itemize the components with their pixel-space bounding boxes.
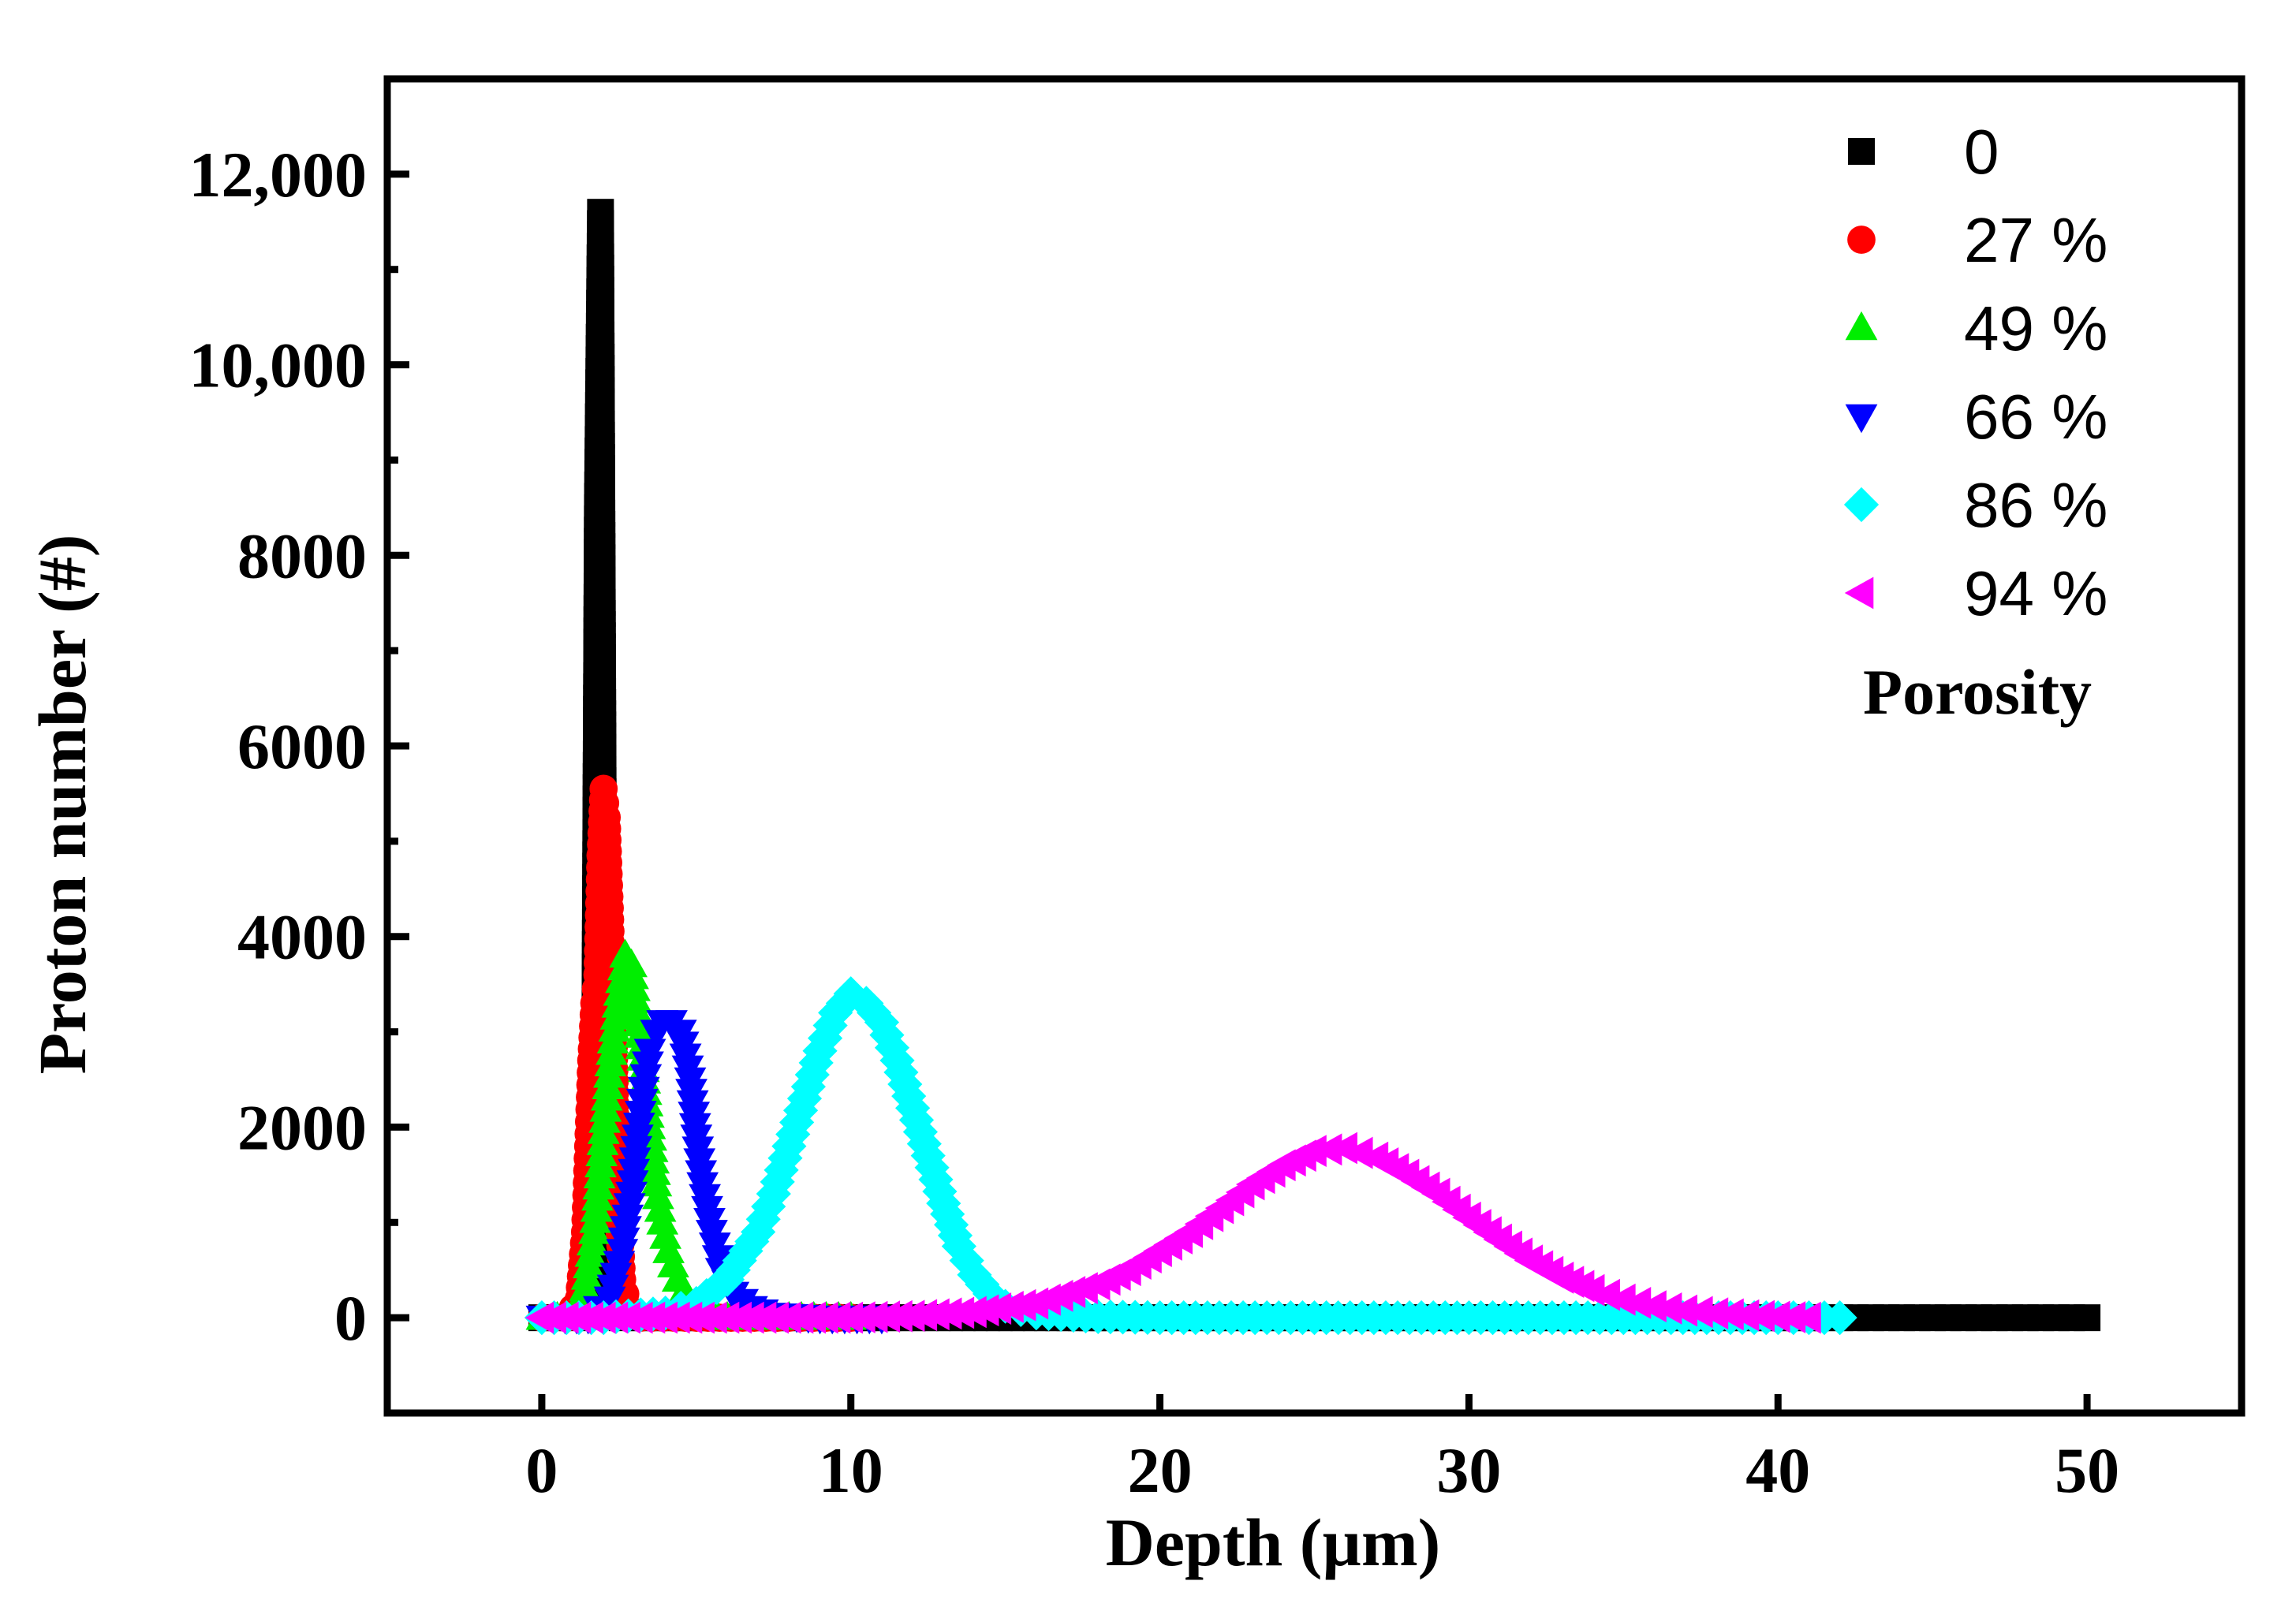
data-point bbox=[617, 960, 649, 990]
data-point bbox=[1684, 1296, 1713, 1329]
data-point bbox=[627, 1076, 660, 1106]
legend-marker bbox=[1845, 404, 1878, 434]
y-tick-label: 6000 bbox=[237, 710, 367, 782]
data-point bbox=[833, 976, 868, 1012]
data-point bbox=[642, 1180, 674, 1210]
y-tick-label: 10,000 bbox=[189, 330, 368, 401]
legend: 0 27 % 49 % 66 % 86 % 94 % Porosity bbox=[1843, 117, 2107, 728]
data-point bbox=[649, 1220, 682, 1249]
x-tick-label: 20 bbox=[1128, 1434, 1193, 1506]
data-point bbox=[607, 1227, 640, 1257]
data-point bbox=[618, 971, 651, 1001]
x-tick-label: 50 bbox=[2055, 1434, 2119, 1506]
data-point bbox=[689, 1277, 724, 1314]
data-point bbox=[611, 1204, 644, 1234]
data-point bbox=[1297, 1135, 1327, 1168]
data-point bbox=[745, 1202, 781, 1237]
data-point bbox=[1652, 1292, 1682, 1325]
data-point bbox=[1715, 1298, 1744, 1331]
data-point bbox=[606, 1239, 639, 1268]
data-point bbox=[1622, 1287, 1652, 1319]
data-point bbox=[1607, 1283, 1636, 1316]
data-point bbox=[613, 1193, 646, 1222]
data-point bbox=[982, 1292, 1012, 1325]
data-point bbox=[1637, 1290, 1667, 1323]
data-point bbox=[1761, 1300, 1790, 1333]
data-point bbox=[629, 1064, 663, 1094]
legend-label: 94 % bbox=[1964, 558, 2107, 628]
x-tick-label: 40 bbox=[1745, 1434, 1810, 1506]
data-point bbox=[640, 1167, 673, 1197]
data-point bbox=[1312, 1133, 1342, 1166]
y-tick-label: 0 bbox=[334, 1282, 367, 1354]
data-point bbox=[995, 1290, 1024, 1323]
legend-label: 86 % bbox=[1964, 470, 2107, 540]
data-point bbox=[1668, 1294, 1697, 1327]
data-point bbox=[2074, 1304, 2101, 1332]
y-tick-label: 2000 bbox=[237, 1091, 367, 1163]
legend-marker bbox=[1843, 487, 1880, 523]
legend-marker bbox=[1845, 311, 1878, 341]
data-point bbox=[1699, 1297, 1729, 1330]
data-point bbox=[610, 1216, 642, 1245]
data-point bbox=[633, 1038, 666, 1068]
data-point bbox=[622, 1113, 655, 1142]
legend-marker bbox=[1844, 576, 1874, 610]
data-point bbox=[958, 1296, 987, 1329]
legend-marker bbox=[1848, 138, 1875, 165]
x-axis-title: Depth (µm) bbox=[1106, 1504, 1441, 1580]
data-point bbox=[1822, 1300, 1857, 1336]
data-point bbox=[646, 1206, 679, 1235]
data-point bbox=[1730, 1299, 1760, 1332]
x-tick-label: 0 bbox=[525, 1434, 558, 1506]
legend-marker bbox=[1847, 226, 1876, 254]
legend-label: 49 % bbox=[1964, 293, 2107, 364]
y-tick-label: 12,000 bbox=[189, 139, 368, 211]
series-6 bbox=[525, 1132, 1821, 1334]
data-point bbox=[1745, 1299, 1775, 1333]
data-point bbox=[751, 1189, 786, 1225]
y-tick-label: 4000 bbox=[237, 901, 367, 973]
data-point bbox=[615, 948, 648, 978]
data-point bbox=[621, 1124, 654, 1154]
legend-label: 27 % bbox=[1964, 205, 2107, 275]
legend-title: Porosity bbox=[1863, 656, 2092, 728]
y-axis: 0 2000 4000 6000 8000 10,000 12,000 bbox=[189, 75, 409, 1417]
data-point bbox=[969, 1294, 999, 1327]
y-tick-label: 8000 bbox=[237, 520, 367, 591]
series-layer bbox=[524, 199, 2101, 1336]
legend-label: 0 bbox=[1964, 117, 1999, 187]
data-point bbox=[1006, 1288, 1036, 1322]
x-axis: 0 10 20 30 40 50 bbox=[525, 1394, 2119, 1506]
data-point bbox=[625, 1088, 659, 1118]
x-tick-label: 10 bbox=[819, 1434, 883, 1506]
y-axis-title: Proton number (#) bbox=[24, 535, 100, 1075]
data-point bbox=[620, 984, 652, 1013]
data-point bbox=[1792, 1301, 1821, 1334]
data-point bbox=[632, 1051, 664, 1081]
x-tick-label: 30 bbox=[1436, 1434, 1501, 1506]
data-point bbox=[1776, 1301, 1806, 1333]
legend-label: 66 % bbox=[1964, 382, 2107, 452]
data-point bbox=[644, 1192, 677, 1222]
data-point bbox=[624, 1101, 657, 1130]
